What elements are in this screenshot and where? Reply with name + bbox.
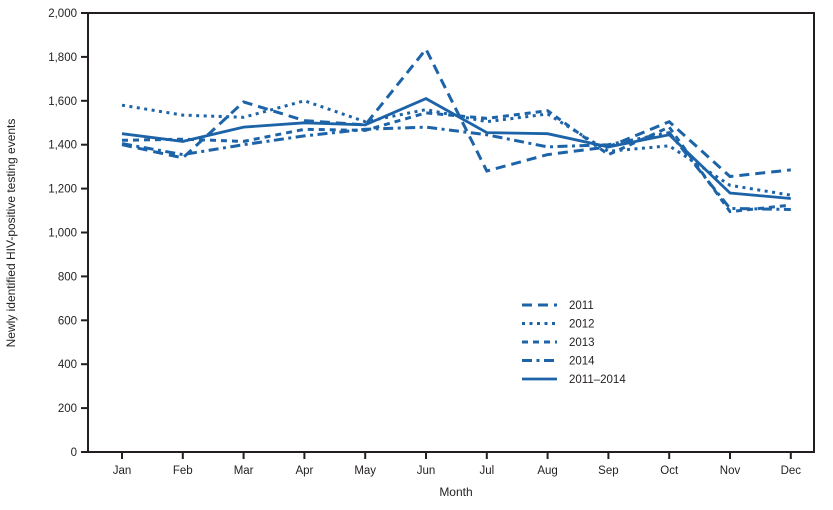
y-axis-tick-label: 1,600 xyxy=(48,96,77,108)
series-line-2012 xyxy=(121,99,792,197)
y-axis-tick-label: 1,400 xyxy=(48,140,77,152)
legend-label: 2011–2014 xyxy=(569,374,626,386)
x-axis-tick-label: Nov xyxy=(720,465,741,477)
y-axis-tick-label: 600 xyxy=(58,315,77,327)
x-axis-tick-label: Apr xyxy=(295,465,313,477)
x-axis-tick-label: Sep xyxy=(598,465,618,477)
x-axis-tick-label: Jun xyxy=(417,465,436,477)
y-axis-tick-label: 1,800 xyxy=(48,52,77,64)
series-line-2014 xyxy=(121,125,791,211)
x-axis-title: Month xyxy=(439,485,472,499)
legend-label: 2014 xyxy=(569,356,595,368)
x-axis-tick-label: Jan xyxy=(113,465,132,477)
x-axis-tick-label: Aug xyxy=(537,465,557,477)
y-axis-tick-label: 200 xyxy=(58,403,77,415)
x-axis-tick-label: Dec xyxy=(781,465,802,477)
legend-label: 2013 xyxy=(569,337,595,349)
x-axis-tick-label: May xyxy=(354,465,376,477)
y-axis-tick-label: 800 xyxy=(58,271,77,283)
x-axis-tick-label: Feb xyxy=(173,465,193,477)
legend-label: 2011 xyxy=(569,300,594,312)
series-line-2011-2014 xyxy=(121,97,791,200)
y-axis-tick-label: 1,200 xyxy=(48,184,77,196)
series-line-2011 xyxy=(121,46,791,179)
y-axis-tick-label: 400 xyxy=(58,359,77,371)
y-axis-tick-label: 2,000 xyxy=(48,8,77,20)
y-axis-tick-label: 0 xyxy=(71,447,77,459)
y-axis-title: Newly identified HIV-positive testing ev… xyxy=(4,119,18,348)
plot-frame xyxy=(87,12,815,453)
x-axis-tick-label: Mar xyxy=(234,465,254,477)
x-axis-tick-label: Oct xyxy=(660,465,679,477)
series-line-2013 xyxy=(121,109,791,214)
plot-area: 0 200 400 600 800 1,000 1,200 1,400 1,600 1,800 2,… xyxy=(48,8,815,477)
y-axis-tick-label: 1,000 xyxy=(48,228,77,240)
x-axis-tick-label: Jul xyxy=(479,465,494,477)
legend-label: 2012 xyxy=(569,319,595,331)
